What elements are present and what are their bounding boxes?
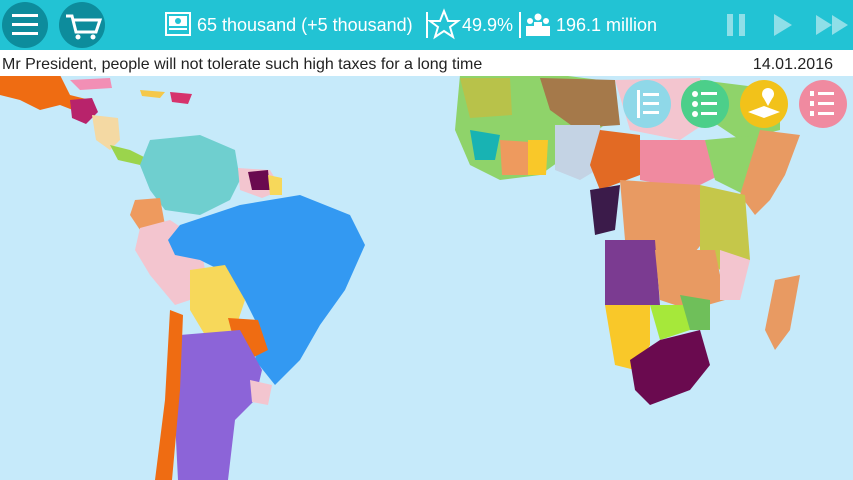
country[interactable]: [500, 140, 530, 175]
country[interactable]: [605, 305, 650, 370]
map[interactable]: [0, 75, 800, 480]
country[interactable]: [605, 240, 660, 305]
budget-button[interactable]: [799, 80, 847, 128]
pause-button[interactable]: [727, 14, 745, 36]
country[interactable]: [175, 330, 262, 480]
country[interactable]: [460, 78, 512, 118]
country[interactable]: [590, 130, 640, 190]
country[interactable]: [155, 310, 183, 480]
country[interactable]: [250, 380, 272, 405]
country[interactable]: [70, 98, 98, 124]
country[interactable]: [540, 78, 620, 128]
country[interactable]: [70, 78, 112, 90]
country[interactable]: [640, 140, 720, 190]
country[interactable]: [720, 250, 750, 300]
country[interactable]: [268, 175, 282, 195]
news-date: 14.01.2016: [753, 56, 833, 73]
shop-button[interactable]: [59, 2, 105, 48]
country[interactable]: [765, 275, 800, 350]
approval-text: 49.9%: [462, 15, 513, 35]
country[interactable]: [700, 185, 750, 270]
news-bar: [0, 50, 853, 76]
money-text: 65 thousand (+5 thousand): [197, 15, 413, 35]
country[interactable]: [590, 185, 620, 235]
country[interactable]: [190, 265, 245, 335]
country[interactable]: [110, 145, 150, 165]
news-message: Mr President, people will not tolerate s…: [2, 56, 482, 73]
money-icon: [165, 12, 191, 36]
country[interactable]: [170, 92, 192, 104]
country[interactable]: [228, 318, 268, 360]
laws-button[interactable]: [623, 80, 671, 128]
country[interactable]: [470, 130, 500, 160]
divider: [426, 12, 428, 38]
country[interactable]: [740, 130, 800, 215]
divider: [519, 12, 521, 38]
country[interactable]: [528, 140, 548, 175]
country[interactable]: [680, 295, 710, 330]
ministries-button[interactable]: [681, 80, 729, 128]
country[interactable]: [130, 198, 165, 230]
country[interactable]: [140, 90, 165, 98]
population-icon: [526, 13, 550, 36]
regions-button[interactable]: [740, 80, 788, 128]
fast-forward-button[interactable]: [816, 15, 848, 35]
country[interactable]: [168, 195, 365, 385]
country[interactable]: [630, 330, 710, 405]
play-button[interactable]: [774, 14, 792, 36]
country[interactable]: [92, 115, 120, 150]
country[interactable]: [0, 75, 90, 112]
country[interactable]: [248, 170, 270, 190]
country[interactable]: [650, 305, 690, 340]
country[interactable]: [140, 135, 240, 215]
country[interactable]: [655, 250, 725, 310]
menu-button[interactable]: [2, 2, 48, 48]
approval-icon: [427, 8, 461, 40]
population-text: 196.1 million: [556, 15, 657, 35]
